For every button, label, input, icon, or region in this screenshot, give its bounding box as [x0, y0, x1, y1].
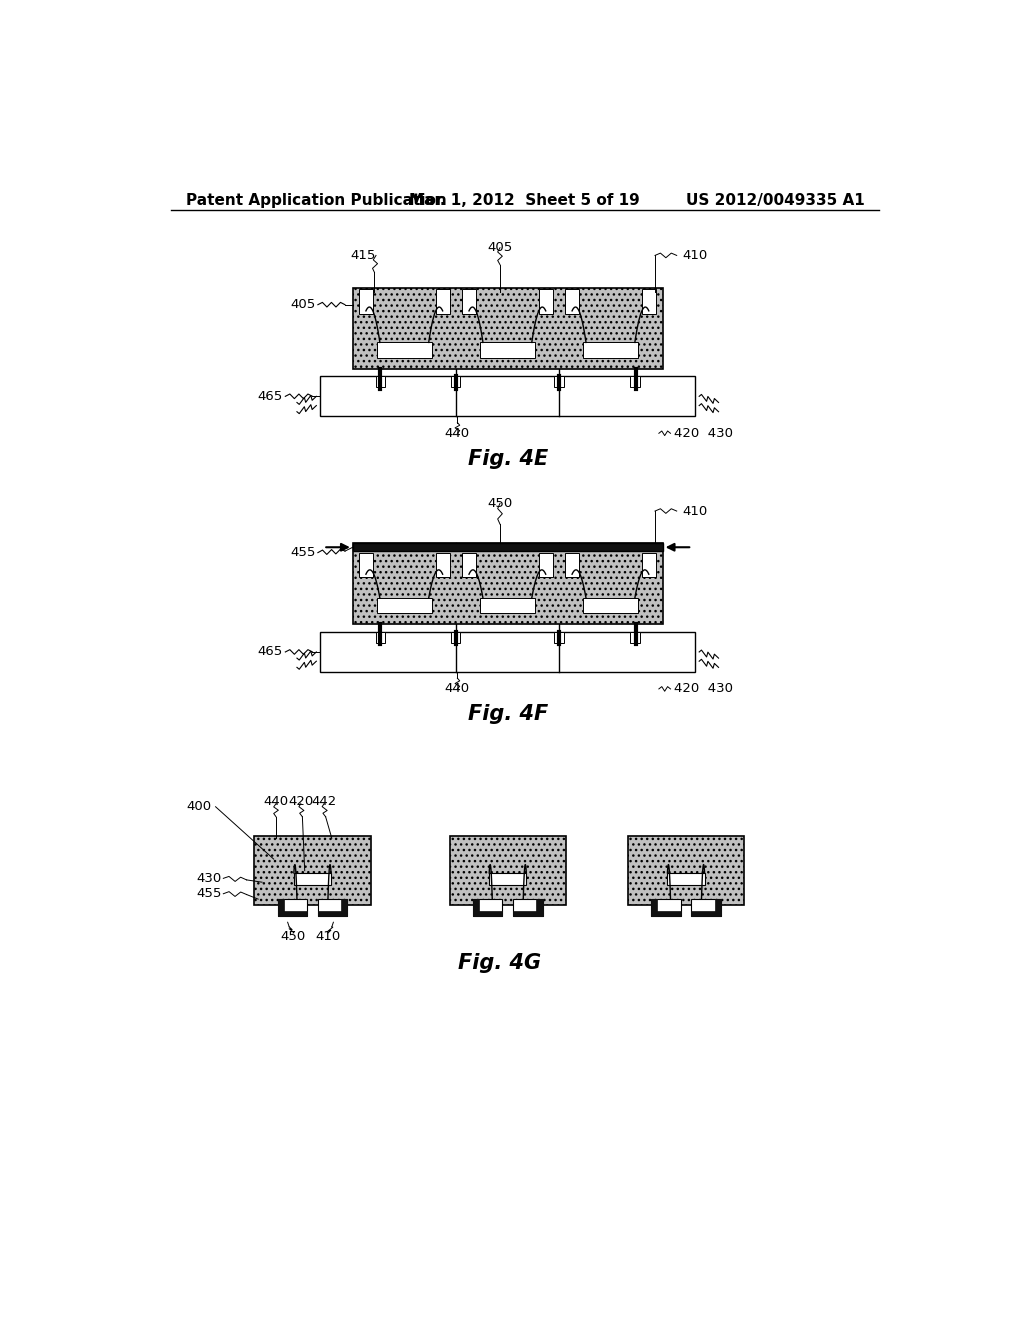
Text: 465: 465 — [258, 389, 283, 403]
Bar — [642, 553, 655, 577]
Bar — [278, 911, 307, 916]
Text: 450: 450 — [487, 496, 513, 510]
Text: 450: 450 — [281, 929, 306, 942]
Bar — [651, 899, 657, 916]
Text: 405: 405 — [290, 298, 315, 312]
Bar — [452, 632, 461, 643]
Text: Patent Application Publication: Patent Application Publication — [186, 193, 446, 209]
Bar — [376, 376, 385, 387]
Bar — [691, 911, 721, 916]
Text: 420  430: 420 430 — [675, 682, 733, 696]
Bar — [691, 899, 721, 916]
Bar — [359, 553, 373, 577]
Text: 405: 405 — [487, 242, 513, 255]
Bar — [537, 899, 543, 916]
Bar — [254, 836, 371, 906]
Bar — [377, 342, 432, 358]
Bar — [630, 632, 640, 643]
Bar — [462, 289, 476, 314]
Bar — [278, 899, 307, 916]
Bar — [341, 899, 347, 916]
Bar — [480, 598, 535, 614]
Text: 465: 465 — [258, 645, 283, 659]
Bar — [278, 899, 284, 916]
Bar — [630, 376, 640, 387]
Bar — [317, 911, 347, 916]
Bar — [513, 899, 543, 916]
Text: 415: 415 — [350, 249, 376, 261]
Text: US 2012/0049335 A1: US 2012/0049335 A1 — [685, 193, 864, 209]
Bar — [642, 289, 655, 314]
Bar — [435, 289, 450, 314]
Bar — [352, 544, 663, 624]
Bar — [377, 598, 432, 614]
Bar — [473, 899, 503, 916]
Text: 410: 410 — [682, 504, 708, 517]
Bar — [473, 899, 479, 916]
Text: 420  430: 420 430 — [675, 426, 733, 440]
Bar — [554, 376, 563, 387]
Bar — [565, 553, 579, 577]
Bar — [539, 553, 553, 577]
Text: Mar. 1, 2012  Sheet 5 of 19: Mar. 1, 2012 Sheet 5 of 19 — [410, 193, 640, 209]
Bar — [715, 899, 721, 916]
Bar — [565, 289, 579, 314]
Text: 455: 455 — [197, 887, 222, 900]
Bar — [321, 632, 695, 672]
Bar — [450, 836, 566, 906]
Text: 455: 455 — [290, 546, 315, 560]
Bar — [352, 288, 663, 368]
Bar — [628, 836, 744, 906]
Bar — [376, 632, 385, 643]
Bar — [489, 873, 526, 886]
Text: 442: 442 — [311, 795, 337, 808]
Bar — [668, 873, 705, 886]
Bar — [539, 289, 553, 314]
Bar — [473, 911, 503, 916]
Bar — [294, 873, 331, 886]
Text: Fig. 4F: Fig. 4F — [468, 705, 548, 725]
Text: 410: 410 — [315, 929, 341, 942]
Bar — [554, 632, 563, 643]
Text: 410: 410 — [682, 249, 708, 261]
Text: 440: 440 — [444, 426, 470, 440]
Text: 420: 420 — [288, 795, 313, 808]
Text: 430: 430 — [197, 871, 222, 884]
Text: 440: 440 — [444, 682, 470, 696]
Bar — [583, 342, 638, 358]
Text: Fig. 4E: Fig. 4E — [468, 449, 548, 469]
Bar — [480, 342, 535, 358]
Text: 400: 400 — [186, 800, 212, 813]
Bar — [435, 553, 450, 577]
Bar — [352, 544, 663, 552]
Bar — [359, 289, 373, 314]
Bar — [317, 899, 347, 916]
Text: 440: 440 — [263, 795, 289, 808]
Bar — [513, 911, 543, 916]
Bar — [462, 553, 476, 577]
Bar — [651, 899, 681, 916]
Text: Fig. 4G: Fig. 4G — [458, 953, 541, 973]
Bar — [321, 376, 695, 416]
Bar — [452, 376, 461, 387]
Bar — [651, 911, 681, 916]
Bar — [583, 598, 638, 614]
